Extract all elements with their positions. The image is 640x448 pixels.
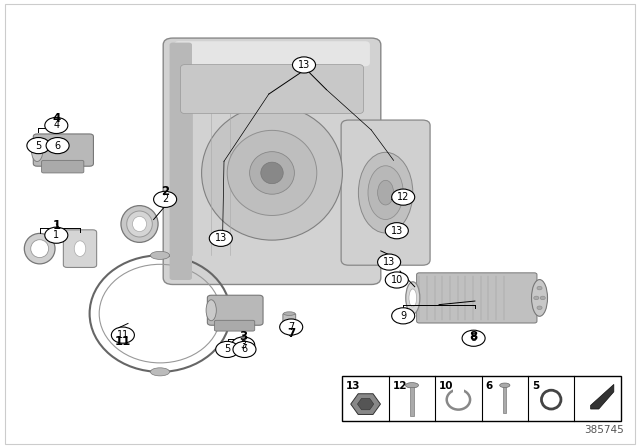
Circle shape — [540, 296, 545, 300]
Circle shape — [534, 296, 539, 300]
Ellipse shape — [531, 280, 548, 316]
Polygon shape — [591, 384, 614, 409]
FancyBboxPatch shape — [180, 65, 364, 114]
Ellipse shape — [121, 206, 158, 242]
Text: 13: 13 — [383, 257, 396, 267]
FancyBboxPatch shape — [42, 160, 84, 173]
Ellipse shape — [31, 138, 43, 161]
Circle shape — [45, 117, 68, 134]
Text: 4: 4 — [53, 121, 60, 130]
Bar — [342, 376, 621, 421]
Text: 12: 12 — [393, 381, 407, 391]
Text: 3: 3 — [239, 330, 247, 344]
Text: 385745: 385745 — [584, 425, 624, 435]
Circle shape — [45, 227, 68, 243]
Text: 5: 5 — [224, 345, 230, 354]
Text: 2: 2 — [161, 185, 169, 198]
Circle shape — [537, 286, 542, 290]
FancyBboxPatch shape — [283, 314, 296, 332]
Ellipse shape — [406, 282, 420, 314]
Text: 1: 1 — [52, 219, 60, 232]
Ellipse shape — [150, 368, 170, 376]
Ellipse shape — [127, 211, 152, 237]
Circle shape — [27, 138, 50, 154]
Ellipse shape — [409, 289, 417, 307]
Circle shape — [154, 191, 177, 207]
FancyBboxPatch shape — [63, 230, 97, 267]
Ellipse shape — [227, 130, 317, 215]
Text: 10: 10 — [439, 381, 454, 391]
Text: 8: 8 — [470, 329, 477, 343]
Text: 10: 10 — [390, 275, 403, 285]
Circle shape — [280, 319, 303, 335]
Ellipse shape — [132, 216, 147, 232]
Text: 2: 2 — [162, 194, 168, 204]
Ellipse shape — [31, 240, 49, 258]
Text: 8: 8 — [470, 333, 477, 343]
FancyBboxPatch shape — [214, 320, 255, 331]
Text: 3: 3 — [240, 340, 246, 350]
FancyBboxPatch shape — [170, 43, 192, 280]
FancyBboxPatch shape — [341, 120, 430, 265]
Text: 12: 12 — [397, 192, 410, 202]
Ellipse shape — [500, 383, 510, 388]
FancyBboxPatch shape — [207, 295, 263, 325]
Ellipse shape — [284, 312, 295, 315]
Circle shape — [462, 330, 485, 346]
Ellipse shape — [74, 241, 86, 256]
Text: 6: 6 — [241, 345, 248, 354]
FancyBboxPatch shape — [417, 273, 537, 323]
Text: 5: 5 — [35, 141, 42, 151]
Circle shape — [385, 272, 408, 288]
FancyBboxPatch shape — [174, 41, 370, 66]
Ellipse shape — [24, 233, 55, 264]
FancyBboxPatch shape — [33, 134, 93, 166]
Text: 6: 6 — [54, 141, 61, 151]
Circle shape — [385, 223, 408, 239]
Ellipse shape — [206, 300, 216, 321]
Bar — [503, 387, 506, 413]
Text: 5: 5 — [532, 381, 539, 391]
Ellipse shape — [358, 152, 413, 233]
Text: 13: 13 — [214, 233, 227, 243]
Text: 9: 9 — [400, 311, 406, 321]
Circle shape — [209, 230, 232, 246]
Bar — [453, 388, 463, 392]
Circle shape — [392, 308, 415, 324]
Circle shape — [216, 341, 239, 358]
Circle shape — [46, 138, 69, 154]
FancyBboxPatch shape — [163, 38, 381, 284]
Polygon shape — [351, 394, 380, 414]
Ellipse shape — [202, 106, 342, 240]
Text: 13: 13 — [298, 60, 310, 70]
Polygon shape — [357, 398, 374, 410]
Ellipse shape — [368, 166, 403, 220]
Circle shape — [111, 327, 134, 343]
Text: 7: 7 — [288, 322, 294, 332]
Text: 11: 11 — [116, 330, 129, 340]
Text: 13: 13 — [346, 381, 361, 391]
Text: 1: 1 — [53, 230, 60, 240]
Circle shape — [392, 189, 415, 205]
Ellipse shape — [150, 251, 170, 259]
Text: 6: 6 — [485, 381, 493, 391]
Circle shape — [292, 57, 316, 73]
Circle shape — [378, 254, 401, 270]
Text: 11: 11 — [115, 335, 131, 348]
Bar — [410, 387, 414, 416]
Text: 7: 7 — [287, 327, 295, 340]
Text: 4: 4 — [52, 112, 60, 125]
Circle shape — [232, 337, 255, 353]
Circle shape — [233, 341, 256, 358]
Text: 13: 13 — [390, 226, 403, 236]
Ellipse shape — [261, 162, 284, 184]
Circle shape — [537, 306, 542, 310]
Ellipse shape — [406, 383, 419, 388]
Ellipse shape — [250, 151, 294, 194]
Ellipse shape — [378, 180, 394, 205]
